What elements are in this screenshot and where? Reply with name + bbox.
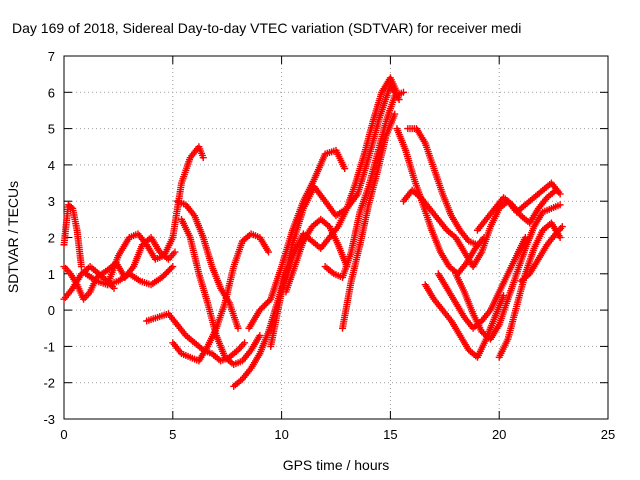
data-series [473,186,560,234]
x-tick-label: 15 [383,427,397,442]
data-point [261,301,269,309]
x-tick-label: 5 [169,427,176,442]
y-axis-label: SDTVAR / TECUs [5,181,21,293]
data-point [171,248,179,256]
data-point [166,266,174,274]
data-point [164,267,172,275]
data-point [391,110,399,118]
x-tick-label: 10 [274,427,288,442]
data-point [262,300,270,308]
data-point [163,269,171,277]
y-tick-label: 0 [48,303,55,318]
y-tick-label: 5 [48,122,55,137]
chart-title: Day 169 of 2018, Sidereal Day-to-day VTE… [12,20,521,36]
data-point [241,339,249,347]
data-series [178,215,264,369]
y-tick-label: 7 [48,49,55,64]
data-series [434,234,529,332]
data-point [169,263,177,271]
data-point [77,263,85,271]
data-series [339,110,399,332]
data-point [265,297,273,305]
data-point [167,264,175,272]
data-point [234,324,242,332]
data-series [517,223,566,285]
y-tick-label: -1 [43,339,55,354]
y-tick-label: -3 [43,412,55,427]
data-point [159,272,167,280]
data-series [60,201,85,271]
data-point [558,223,566,231]
y-tick-label: 1 [48,267,55,282]
data-point [257,305,265,313]
data-point [158,273,166,281]
x-tick-label: 0 [60,427,67,442]
x-tick-label: 25 [601,427,615,442]
y-tick-label: 4 [48,158,55,173]
data-series [143,310,249,365]
data-point [259,303,267,311]
data-point [264,298,272,306]
data-series [404,125,481,249]
data-point [199,154,207,162]
data-point [556,190,564,198]
data-series [267,81,403,350]
x-tick-label: 20 [492,427,506,442]
y-tick-label: 3 [48,194,55,209]
data-point [256,332,264,340]
data-point [473,241,481,249]
data-point [552,186,560,194]
data-point [556,234,564,241]
data-point [556,201,564,209]
y-tick-label: 2 [48,231,55,246]
data-series [452,201,564,343]
data-points [60,74,566,390]
data-series [321,88,407,281]
x-axis-label: GPS time / hours [283,457,390,473]
axis-ticks: 0 5 10 15 20 25 -3 -2 -1 0 1 2 3 4 5 6 7 [43,49,615,442]
data-series [173,197,242,332]
data-point [399,88,407,96]
data-point [161,270,169,278]
y-tick-label: 6 [48,85,55,100]
data-point [265,248,273,256]
y-tick-label: -2 [43,376,55,391]
data-point [256,306,264,314]
data-point [341,165,349,173]
